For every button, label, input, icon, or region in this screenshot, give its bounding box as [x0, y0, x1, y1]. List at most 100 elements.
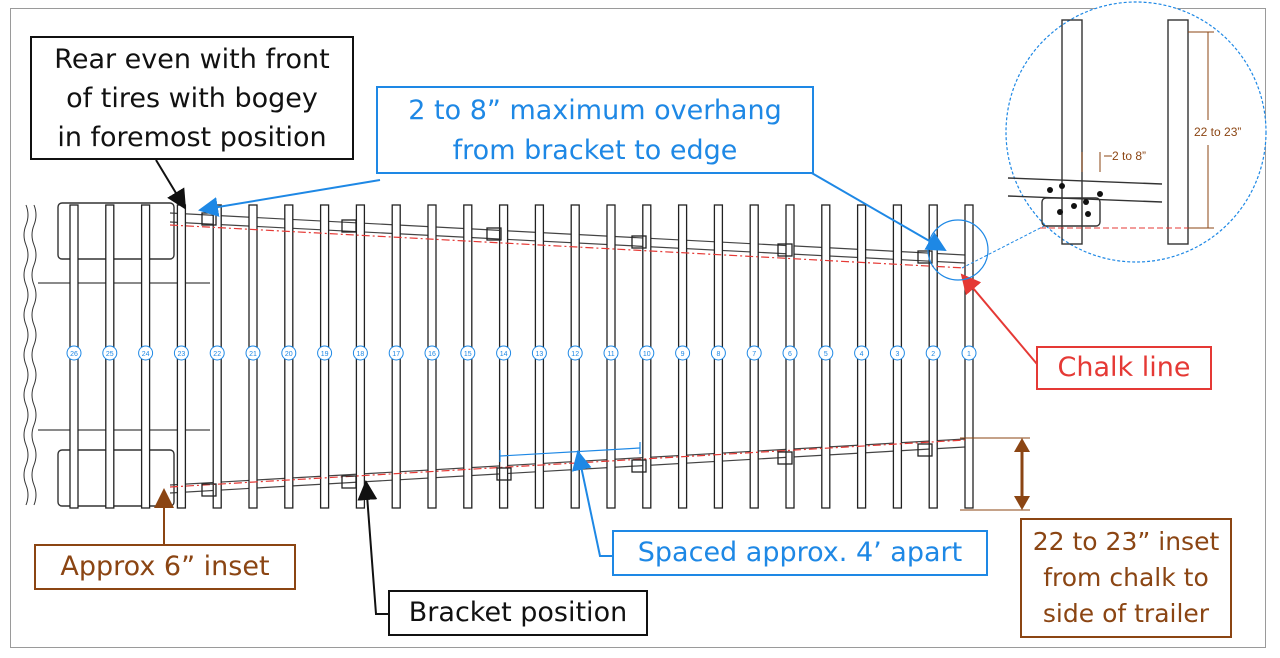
crossmember-number-circle [746, 345, 762, 361]
break-lines [23, 204, 37, 506]
rear-note-line-1: Rear even with front [54, 44, 330, 75]
detail-view: 22 to 23” 2 to 8” [927, 1, 1267, 281]
rear-note-line-2: of tires with bogey [66, 83, 318, 114]
crossmember-number: 24 [142, 351, 150, 358]
crossmember-number-circle [209, 345, 225, 361]
inset-dimension [960, 437, 1030, 511]
diagram-frame [10, 8, 1266, 648]
bracket [917, 443, 933, 457]
bracket [777, 243, 793, 257]
crossmember-number: 19 [321, 351, 329, 358]
crossmember-number: 12 [571, 351, 579, 358]
crossmember-number-circle [352, 345, 368, 361]
crossmember-number-circle [854, 345, 870, 361]
crossmember-number-circle [603, 345, 619, 361]
crossmember-number: 23 [178, 351, 186, 358]
crossmember-number-circle [925, 345, 941, 361]
crossmember-number-circle [281, 345, 297, 361]
inset22-note-line-3: side of trailer [1042, 599, 1210, 628]
tire-upper [57, 202, 175, 260]
spacing-indicator [499, 442, 641, 462]
crossmember-number: 7 [752, 351, 756, 358]
bracket [341, 219, 357, 233]
crossmember-number-circle [818, 345, 834, 361]
inset22-note-line-1: 22 to 23” inset [1032, 527, 1220, 556]
inset-6-callout: Approx 6” inset [34, 544, 296, 590]
crossmember-number-circle [496, 345, 512, 361]
crossmember-number: 3 [895, 351, 899, 358]
crossmembers: 26 25 24 23 22 21 20 19 18 17 16 15 14 13 12 11 10 9 8 7 6 5 4… [66, 204, 977, 509]
crossmember-number-circle [961, 345, 977, 361]
crossmember-number: 16 [428, 351, 436, 358]
crossmember-number-circle [782, 345, 798, 361]
crossmember-number-circle [102, 345, 118, 361]
crossmember-number: 17 [392, 351, 400, 358]
tires [57, 202, 175, 507]
crossmember-number: 20 [285, 351, 293, 358]
crossmember-number: 13 [536, 351, 544, 358]
rear-note-line-3: in foremost position [57, 122, 327, 153]
crossmember-number: 4 [860, 351, 864, 358]
crossmember-number: 25 [106, 351, 114, 358]
crossmember-number-circle [424, 345, 440, 361]
crossmember-number-circle [531, 345, 547, 361]
bracket-arrow [357, 480, 388, 615]
crossmember-number-circle [388, 345, 404, 361]
crossmember-number: 6 [788, 351, 792, 358]
bracket-position-callout: Bracket position [388, 590, 648, 636]
bracket [631, 235, 647, 249]
tire-lower [57, 449, 175, 507]
crossmember-number-circle [138, 345, 154, 361]
crossmember-number: 9 [681, 351, 685, 358]
crossmember-number: 22 [213, 351, 221, 358]
crossmember-number-circle [460, 345, 476, 361]
crossmember-number: 18 [357, 351, 365, 358]
detail-circle [1005, 1, 1267, 263]
overhang-arrow-right [809, 171, 947, 252]
crossmember-number: 14 [500, 351, 508, 358]
crossmember-number-circle [245, 345, 261, 361]
detail-overhang-label: 2 to 8” [1112, 149, 1146, 163]
rear-arrow [155, 159, 187, 210]
crossmember-number: 21 [249, 351, 257, 358]
brackets [201, 212, 933, 497]
detail-source-circle [927, 219, 989, 281]
crossmember-number-circle [567, 345, 583, 361]
inset22-note-line-2: from chalk to [1043, 563, 1209, 592]
inset-22-23-callout: 22 to 23” inset from chalk to side of tr… [1020, 518, 1232, 638]
bracket [201, 483, 217, 497]
bracket [341, 475, 357, 489]
crossmember-number: 1 [967, 351, 971, 358]
crossmember-number: 26 [70, 351, 78, 358]
crossmember-number: 11 [607, 351, 614, 358]
overhang-arrow-left [198, 179, 381, 217]
crossmember-number-circle [710, 345, 726, 361]
overhang-note-line-2: from bracket to edge [452, 135, 738, 166]
spacing-callout: Spaced approx. 4’ apart [612, 530, 988, 576]
spaced-arrow [571, 450, 612, 557]
crossmember-number: 2 [931, 351, 935, 358]
crossmember-number: 10 [643, 351, 651, 358]
rear-position-callout: Rear even with front of tires with bogey… [30, 36, 354, 160]
overhang-callout: 2 to 8” maximum overhang from bracket to… [376, 86, 814, 174]
chalk-arrow [960, 273, 1043, 371]
callout-arrows [154, 159, 1043, 615]
chalk-lines [169, 224, 966, 488]
crossmember-number: 15 [464, 351, 472, 358]
crossmember-number: 5 [824, 351, 828, 358]
bracket [777, 451, 793, 465]
bracket [496, 467, 512, 481]
crossmember-number-circle [639, 345, 655, 361]
crossmember-number-circle [173, 345, 189, 361]
crossmember-number: 8 [716, 351, 720, 358]
crossmember-number-circle [317, 345, 333, 361]
bracket [486, 227, 502, 241]
crossmember-number-circle [675, 345, 691, 361]
overhang-note-line-1: 2 to 8” maximum overhang [408, 95, 782, 126]
chalk-line-callout: Chalk line [1036, 346, 1212, 390]
detail-height-label: 22 to 23” [1194, 125, 1241, 139]
crossmember-number-circle [889, 345, 905, 361]
crossmember-number-circle [66, 345, 82, 361]
bracket [631, 459, 647, 473]
